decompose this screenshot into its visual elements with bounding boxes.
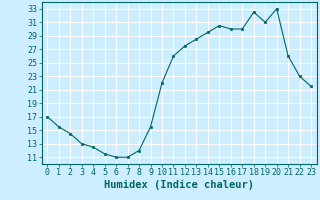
X-axis label: Humidex (Indice chaleur): Humidex (Indice chaleur) xyxy=(104,180,254,190)
